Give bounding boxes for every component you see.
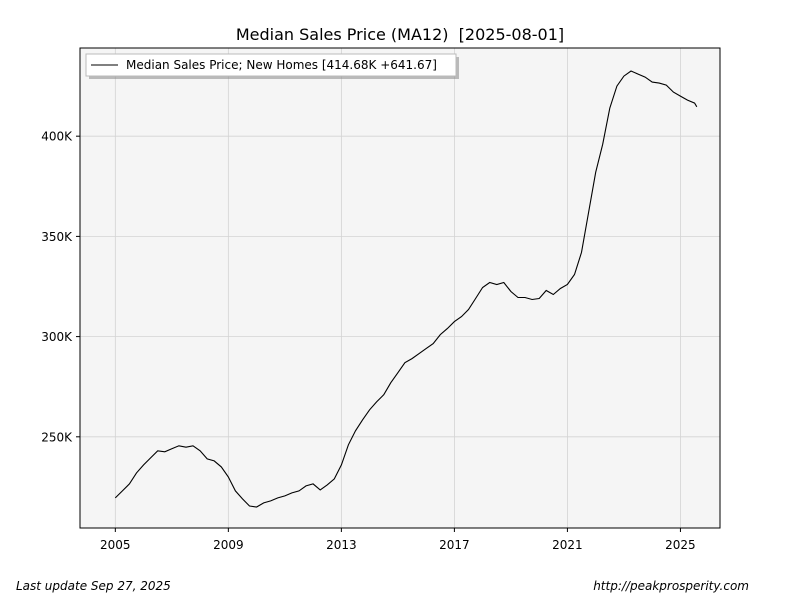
y-tick-label: 400K — [41, 130, 73, 144]
x-tick-label: 2017 — [439, 538, 470, 552]
plot-area — [80, 48, 720, 528]
source-url-text: http://peakprosperity.com — [593, 579, 749, 593]
y-tick-label: 350K — [41, 230, 73, 244]
y-axis: 250K 300K 350K 400K — [41, 130, 80, 444]
last-update-text: Last update Sep 27, 2025 — [16, 579, 171, 593]
x-tick-label: 2013 — [326, 538, 357, 552]
legend: Median Sales Price; New Homes [414.68K +… — [85, 53, 459, 79]
legend-box — [85, 53, 457, 77]
series-line-median-sales-price — [114, 70, 698, 508]
y-tick-label: 300K — [41, 330, 73, 344]
x-tick-label: 2005 — [100, 538, 131, 552]
x-tick-label: 2025 — [665, 538, 696, 552]
plot-frame — [79, 47, 721, 529]
x-tick-label: 2009 — [213, 538, 244, 552]
x-axis: 2005 2009 2013 2017 2021 2025 — [100, 528, 696, 552]
legend-label: Median Sales Price; New Homes [414.68K +… — [126, 58, 437, 72]
x-gridlines — [114, 48, 681, 528]
x-tick-label: 2021 — [552, 538, 583, 552]
y-tick-label: 250K — [41, 430, 73, 444]
y-gridlines — [80, 135, 720, 438]
chart-title: Median Sales Price (MA12) [2025-08-01] — [236, 25, 564, 44]
